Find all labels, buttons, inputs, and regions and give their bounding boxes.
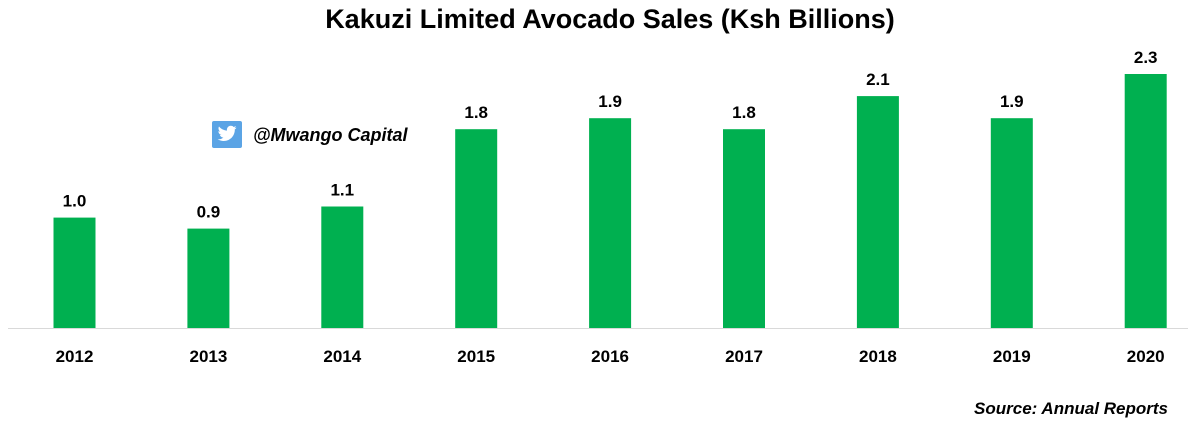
bar-2015 xyxy=(455,129,498,328)
source-note: Source: Annual Reports xyxy=(974,399,1168,418)
tick-label-2012: 2012 xyxy=(56,347,94,366)
value-labels: 1.0 0.9 1.1 1.8 1.9 1.8 2.1 1.9 2.3 xyxy=(63,48,1158,222)
value-label-2014: 1.1 xyxy=(330,181,354,200)
tick-label-2014: 2014 xyxy=(323,347,361,366)
bar-2018 xyxy=(856,96,899,328)
twitter-bird-icon xyxy=(212,121,242,148)
value-label-2017: 1.8 xyxy=(732,103,756,122)
tick-label-2016: 2016 xyxy=(591,347,629,366)
value-label-2019: 1.9 xyxy=(1000,92,1024,111)
value-label-2012: 1.0 xyxy=(63,192,87,211)
value-label-2015: 1.8 xyxy=(464,103,488,122)
value-label-2020: 2.3 xyxy=(1134,48,1158,67)
bar-2013 xyxy=(187,228,230,328)
tick-label-2013: 2013 xyxy=(189,347,227,366)
value-label-2016: 1.9 xyxy=(598,92,622,111)
bar-2020 xyxy=(1124,74,1167,328)
bar-2014 xyxy=(321,206,364,328)
value-label-2018: 2.1 xyxy=(866,70,890,89)
bar-2012 xyxy=(53,217,96,328)
bar-2019 xyxy=(990,118,1033,328)
bar-2017 xyxy=(723,129,765,328)
chart-title: Kakuzi Limited Avocado Sales (Ksh Billio… xyxy=(325,4,895,34)
tick-label-2017: 2017 xyxy=(725,347,763,366)
bars xyxy=(53,74,1167,328)
tick-label-2015: 2015 xyxy=(457,347,495,366)
tick-label-2020: 2020 xyxy=(1127,347,1165,366)
x-axis-tick-labels: 2012 2013 2014 2015 2016 2017 2018 2019 2020 xyxy=(56,347,1165,366)
watermark-handle: @Mwango Capital xyxy=(253,125,409,145)
tick-label-2019: 2019 xyxy=(993,347,1031,366)
bar-2016 xyxy=(589,118,632,328)
value-label-2013: 0.9 xyxy=(197,203,221,222)
tick-label-2018: 2018 xyxy=(859,347,897,366)
watermark: @Mwango Capital xyxy=(212,121,409,148)
